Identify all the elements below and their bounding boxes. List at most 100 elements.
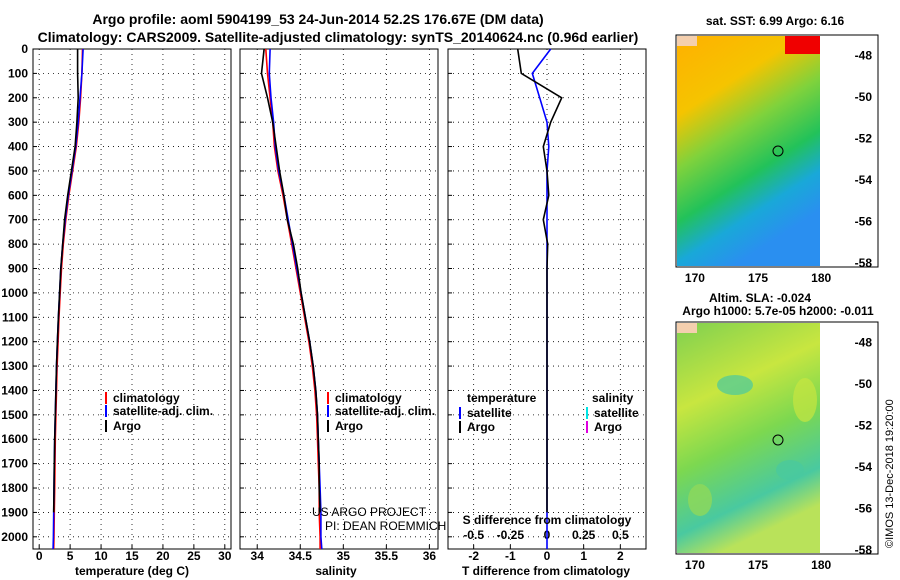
depth-tick-label: 800 — [8, 237, 28, 251]
sla-eddy — [688, 484, 712, 516]
sst-map-land — [677, 36, 697, 46]
sst-profile-marker — [772, 145, 784, 157]
x-tick-label: 10 — [94, 549, 108, 563]
map-lat-label: -54 — [855, 173, 873, 187]
imos-timestamp: ©IMOS 13-Dec-2018 19:20:00 — [884, 399, 896, 548]
s-tick-label: -0.5 — [463, 528, 484, 542]
depth-tick-label: 1700 — [1, 457, 28, 471]
depth-tick-label: 1300 — [1, 359, 28, 373]
depth-tick-label: 0 — [21, 42, 28, 56]
salinity-panel-frame — [239, 48, 439, 550]
x-tick-label: 5 — [67, 549, 74, 563]
legend-label-argo-S: Argo — [594, 420, 622, 434]
sla-eddy — [776, 460, 804, 480]
x-tick-label: 34.5 — [289, 549, 313, 563]
sla-map-ticks: -48 -50 -52 -54 -56 -58 170 175 180 — [685, 336, 872, 572]
legend-label-argo-T: Argo — [467, 420, 495, 434]
x-tick-label: 15 — [125, 549, 139, 563]
depth-tick-label: 2000 — [1, 530, 28, 544]
map-lon-label: 170 — [685, 271, 705, 285]
map-lat-label: -58 — [855, 543, 873, 557]
map-lat-label: -56 — [855, 214, 873, 228]
map-lon-label: 180 — [811, 271, 831, 285]
sla-map-field — [677, 323, 820, 553]
x-tick-label: -1 — [505, 549, 516, 563]
difference-xlabel: T difference from climatology — [462, 564, 630, 578]
map-lat-label: -48 — [855, 49, 873, 63]
depth-tick-label: 1200 — [1, 335, 28, 349]
depth-tick-label: 400 — [8, 140, 28, 154]
s-tick-label: 0.5 — [612, 528, 629, 542]
plot-title-line2: Climatology: CARS2009. Satellite-adjuste… — [37, 29, 639, 45]
x-tick-label: 0 — [36, 549, 43, 563]
sla-profile-marker — [772, 434, 784, 446]
credit-line1: US ARGO PROJECT — [312, 505, 427, 519]
legend-label-argo: Argo — [335, 419, 363, 433]
sst-map-ticks: -48 -50 -52 -54 -56 -58 170 175 180 — [685, 49, 872, 285]
sst-map-field — [677, 36, 820, 266]
map-lon-label: 175 — [748, 558, 768, 572]
legend-title-salinity: salinity — [592, 391, 634, 405]
depth-tick-label: 900 — [8, 262, 28, 276]
x-tick-label: 25 — [187, 549, 201, 563]
map-lat-label: -52 — [855, 132, 873, 146]
legend-label-argo: Argo — [113, 419, 141, 433]
series-line-argo — [516, 48, 563, 513]
salinity-xlabel: salinity — [315, 564, 357, 578]
legend-label-satellite-S: satellite — [594, 406, 639, 420]
series-line-satellite — [531, 48, 552, 549]
series-line-argo — [52, 49, 80, 513]
legend-label-satellite-T: satellite — [467, 406, 512, 420]
map-lat-label: -50 — [855, 377, 873, 391]
depth-tick-label: 1900 — [1, 505, 28, 519]
temperature-legend: climatology satellite-adj. clim. Argo — [105, 391, 213, 433]
depth-tick-label: 1600 — [1, 432, 28, 446]
x-tick-label: 30 — [218, 549, 232, 563]
s-tick-label: 0.25 — [572, 528, 596, 542]
s-difference-label: S difference from climatology — [463, 513, 632, 527]
legend-label-satellite-adj: satellite-adj. clim. — [113, 404, 213, 418]
sst-map-warm-patch — [785, 36, 820, 54]
map-lon-label: 170 — [685, 558, 705, 572]
depth-tick-label: 200 — [8, 91, 28, 105]
x-tick-label: 36 — [423, 549, 437, 563]
sla-map-land — [677, 323, 697, 333]
sst-map-title: sat. SST: 6.99 Argo: 6.16 — [706, 14, 845, 28]
x-tick-label: 34 — [251, 549, 265, 563]
depth-tick-label: 100 — [8, 66, 28, 80]
x-tick-label: -2 — [468, 549, 479, 563]
axis-ticks: 0100200300400500600700800900100011001200… — [1, 42, 629, 563]
series-line-satellite-adj-clim- — [52, 48, 84, 550]
x-tick-label: 1 — [580, 549, 587, 563]
depth-tick-label: 500 — [8, 164, 28, 178]
map-lat-label: -52 — [855, 419, 873, 433]
s-tick-label: -0.25 — [497, 528, 525, 542]
depth-tick-label: 1100 — [2, 310, 28, 324]
map-lat-label: -50 — [855, 90, 873, 104]
x-tick-label: 20 — [156, 549, 170, 563]
legend-label-climatology: climatology — [113, 391, 180, 405]
depth-tick-label: 600 — [8, 188, 28, 202]
depth-tick-label: 1800 — [1, 481, 28, 495]
depth-tick-label: 300 — [8, 115, 28, 129]
map-lat-label: -56 — [855, 501, 873, 515]
depth-tick-label: 1400 — [1, 383, 28, 397]
x-tick-label: 35 — [337, 549, 351, 563]
map-lon-label: 180 — [811, 558, 831, 572]
series-line-argo — [260, 48, 321, 513]
map-lat-label: -58 — [855, 256, 873, 270]
x-tick-label: 0 — [544, 549, 551, 563]
legend-label-climatology: climatology — [335, 391, 402, 405]
sla-map-title2: Argo h1000: 5.7e-05 h2000: -0.011 — [682, 304, 874, 318]
depth-tick-label: 1000 — [1, 286, 28, 300]
legend-title-temperature: temperature — [467, 391, 537, 405]
difference-legend: temperature satellite Argo salinity sate… — [459, 391, 639, 434]
credit-line2: PI: DEAN ROEMMICH — [325, 519, 446, 533]
legend-label-satellite-adj: satellite-adj. clim. — [335, 404, 435, 418]
sla-eddy — [793, 378, 817, 422]
sla-eddy — [717, 375, 753, 395]
temperature-xlabel: temperature (deg C) — [75, 564, 189, 578]
profile-lines — [52, 48, 563, 550]
map-lon-label: 175 — [748, 271, 768, 285]
